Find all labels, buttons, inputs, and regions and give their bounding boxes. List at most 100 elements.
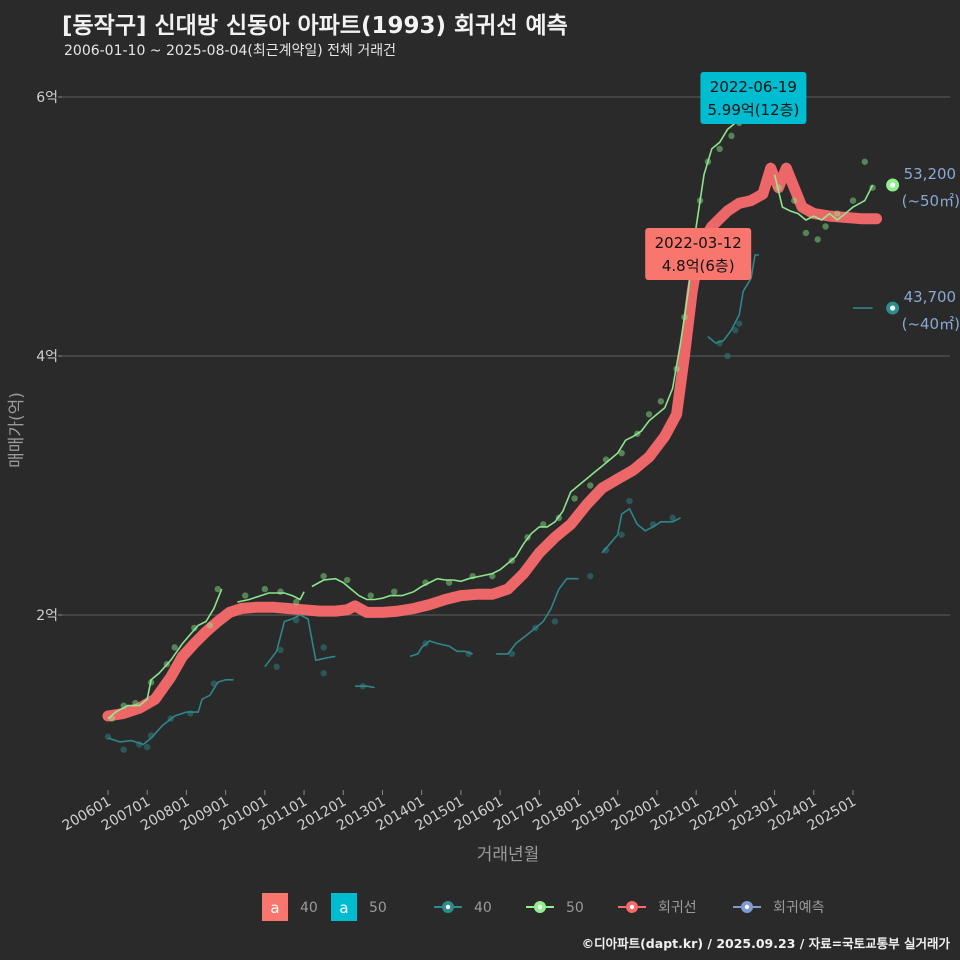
data-point-50 [206,622,214,629]
data-point-50 [861,158,868,165]
data-point-40 [277,646,284,654]
series-40-line-5 [601,507,681,554]
series-50-line-3 [773,174,874,222]
legend-line-item-40: 40 [434,900,492,916]
series-50-line-2 [311,96,772,601]
data-point-50 [171,644,178,651]
data-point-40 [144,743,151,751]
data-point-40 [618,531,625,538]
series-50-line-1 [237,591,305,603]
data-point-50 [618,449,625,457]
series-40-line-6 [707,254,759,344]
data-point-50 [814,236,821,243]
y-tick-label: 6억 [36,90,58,106]
data-point-40 [587,572,594,580]
data-point-40 [551,618,559,625]
legend-fill-label-40: 40 [300,900,318,916]
data-point-50 [849,197,857,204]
series-40-line-4 [496,577,579,655]
data-point-40 [187,710,194,717]
legend-fill-key-40 [262,893,288,921]
data-point-50 [728,132,735,140]
callout-box [645,228,752,280]
y-tick-label: 2억 [36,608,58,624]
y-tick-label: 4억 [36,349,58,365]
data-point-50 [571,495,578,502]
legend-key-letter: a [270,899,279,917]
end-marker-dot [890,305,896,311]
data-point-40 [508,650,516,658]
series-40-line-2 [355,685,375,689]
legend-marker-dot [629,904,635,910]
end-value-40: 43,700 [904,288,957,306]
data-point-40 [120,746,127,753]
chart-subtitle: 2006-01-10 ~ 2025-08-04(최근계약일) 전체 거래건 [64,43,396,59]
legend-marker-dot [744,904,750,910]
end-value-50: 53,200 [904,165,957,183]
data-point-50 [214,585,221,593]
data-point-50 [445,579,453,586]
legend-line-item-회귀선: 회귀선 [618,900,697,916]
series-40-line-1 [264,614,336,668]
data-point-40 [320,644,327,651]
y-axis-title: 매매가(억) [7,392,27,468]
source-footer: ©디아파트(dapt.kr) / 2025.09.23 / 자료=국토교통부 실… [581,936,950,951]
chart-title: [동작구] 신대방 신동아 아파트(1993) 회귀선 예측 [62,13,568,39]
end-area-40: (~40㎡) [902,315,960,333]
data-point-50 [790,197,798,204]
legend-marker-dot [445,904,451,910]
callout-date: 2022-06-19 [710,78,797,96]
legend-fill-label-50: 50 [369,900,387,916]
series-50-line-0 [107,588,223,720]
grid-lines [62,96,950,616]
data-point-50 [822,223,829,230]
callout-value: 4.8억(6층) [662,257,735,275]
legend-line-item-회귀예측: 회귀예측 [733,900,825,916]
callout-date: 2022-03-12 [655,234,742,252]
data-point-40 [273,663,280,670]
data-point-50 [343,576,351,584]
legend-line-label: 회귀예측 [773,900,825,916]
data-point-50 [367,592,374,599]
callout-box [700,72,807,124]
end-marker-dot [890,182,896,188]
data-point-50 [645,411,653,418]
end-area-50: (~50㎡) [902,192,960,210]
x-axis: 2006012007012008012009012010012011012012… [60,790,859,865]
data-point-50 [716,145,723,152]
data-point-50 [587,482,594,489]
annotations: 2022-06-19 5.99억(12층) 2022-03-12 4.8억(6층) 53… [645,72,960,333]
data-point-40 [602,547,610,554]
data-point-40 [320,670,327,677]
x-axis-title: 거래년월 [477,845,540,865]
callout-2022-06-19: 2022-06-19 5.99억(12층) [700,72,807,124]
data-point-50 [242,592,249,599]
callout-2022-03-12: 2022-03-12 4.8억(6층) [645,228,752,280]
data-point-50 [802,229,810,237]
regression-line [102,162,882,722]
data-point-50 [391,588,398,595]
data-point-50 [293,598,300,606]
series-40-line-0 [107,679,234,746]
data-point-40 [736,320,743,327]
data-point-50 [277,588,284,595]
data-point-40 [732,326,739,334]
legend-line-label: 50 [566,900,584,916]
legend-line-label: 회귀선 [658,900,697,916]
data-point-40 [669,514,676,522]
legend-line-label: 40 [474,900,492,916]
legend: a 40 a 50 40 50 회귀선 회귀예측 [262,893,825,921]
legend-marker-dot [537,904,543,910]
legend-key-letter: a [339,899,348,917]
data-point-40 [724,352,731,360]
data-point-50 [540,521,547,528]
callout-value: 5.99억(12층) [708,101,800,119]
data-point-50 [834,210,841,217]
plot-area [102,95,882,753]
data-point-50 [320,572,327,580]
legend-fill-key-50 [331,893,357,921]
series-40-line-3 [409,640,473,658]
data-point-50 [191,624,198,632]
data-point-50 [132,699,139,707]
